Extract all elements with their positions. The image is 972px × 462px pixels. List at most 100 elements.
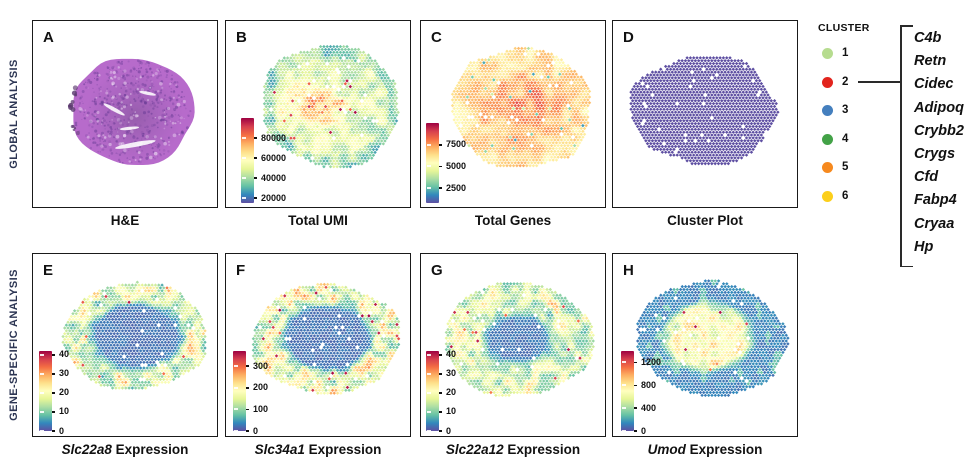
cluster-number-label: 2 — [842, 75, 849, 88]
colorbar-tick-label: 100 — [253, 403, 269, 414]
colorbar-white-tick — [427, 430, 431, 432]
panel-f-box: F 0 100 200 300 — [225, 253, 411, 437]
caption-text: Total UMI — [288, 213, 348, 228]
colorbar-tick-mark — [634, 430, 637, 432]
gene-list-bracket-bottom-tick — [900, 265, 913, 267]
colorbar-tick-mark — [439, 165, 442, 168]
colorbar-white-tick — [234, 408, 238, 411]
colorbar-white-tick — [234, 430, 238, 432]
colorbar-tick-label: 0 — [641, 425, 647, 436]
colorbar-tick-mark — [52, 430, 55, 432]
colorbar-tick-label: 60000 — [261, 152, 287, 163]
panel-letter-a: A — [43, 29, 54, 46]
gene-list-item: Cfd — [914, 169, 939, 186]
cluster-4-color-dot — [822, 133, 833, 145]
he-tissue-image-a — [33, 21, 217, 207]
colorbar-tick-label: 5000 — [446, 160, 467, 171]
panel-caption-c: Total Genes — [420, 213, 606, 228]
colorbar-b: 20000 40000 60000 80000 — [241, 118, 301, 203]
colorbar-tick-mark — [246, 387, 249, 389]
caption-text: Expression — [685, 442, 763, 457]
cluster2-gene-list: C4b Retn Cidec Adipoq Crybb2 Crygs Cfd Fabp4 Cry… — [914, 27, 964, 259]
gene-list-item: Cidec — [914, 76, 954, 93]
colorbar-white-tick — [242, 197, 246, 199]
gene-list-item: Cryaa — [914, 215, 955, 232]
cluster-number-label: 4 — [842, 132, 849, 145]
panel-caption-d: Cluster Plot — [612, 213, 798, 228]
colorbar-tick-label: 40 — [59, 349, 70, 360]
caption-text: Expression — [111, 442, 189, 457]
cluster-legend-title: CLUSTER — [818, 22, 870, 34]
row-label-global-analysis: GLOBAL ANALYSIS — [8, 59, 20, 169]
panel-letter-g: G — [431, 262, 443, 279]
colorbar-tick-label: 0 — [446, 425, 452, 436]
panel-d-box: D — [612, 20, 798, 208]
colorbar-white-tick — [40, 410, 44, 413]
tissue-dot-plot-g — [421, 254, 605, 436]
gene-list-bracket-vertical — [900, 25, 902, 267]
colorbar-tick-mark — [246, 430, 249, 432]
gene-name-label: Umod — [647, 442, 686, 457]
colorbar-tick-label: 80000 — [261, 132, 287, 143]
colorbar-white-tick — [622, 430, 626, 432]
colorbar-tick-label: 7500 — [446, 139, 467, 150]
colorbar-gradient — [241, 118, 254, 203]
tissue-dot-plot-d — [613, 21, 797, 207]
cluster-1-color-dot — [822, 48, 833, 59]
colorbar-white-tick — [234, 365, 238, 368]
panel-letter-f: F — [236, 262, 246, 279]
panel-letter-c: C — [431, 29, 442, 46]
colorbar-white-tick — [622, 384, 626, 387]
colorbar-tick-label: 20 — [59, 387, 70, 398]
colorbar-tick-mark — [246, 408, 249, 411]
colorbar-tick-label: 10 — [446, 406, 457, 417]
colorbar-tick-mark — [439, 430, 442, 432]
colorbar-white-tick — [40, 372, 44, 375]
cluster2-connector-line — [858, 81, 900, 83]
colorbar-white-tick — [427, 372, 431, 375]
colorbar-tick-mark — [634, 407, 637, 409]
colorbar-white-tick — [234, 386, 238, 389]
panel-letter-h: H — [623, 262, 634, 279]
caption-text: H&E — [110, 213, 140, 228]
colorbar-gradient — [426, 123, 439, 203]
colorbar-tick-mark — [634, 384, 637, 387]
tissue-dot-plot-c — [421, 21, 605, 207]
colorbar-white-tick — [622, 361, 626, 364]
cluster-number-label: 6 — [842, 189, 849, 202]
colorbar-tick-mark — [634, 361, 637, 364]
gene-list-item: Retn — [914, 53, 947, 70]
tissue-dot-plot-b — [226, 21, 410, 207]
colorbar-tick-mark — [439, 392, 442, 394]
colorbar-tick-mark — [246, 365, 249, 367]
colorbar-tick-mark — [254, 137, 257, 139]
colorbar-tick-label: 1200 — [641, 356, 662, 367]
cluster-5-color-dot — [822, 162, 833, 173]
colorbar-tick-label: 2500 — [446, 182, 467, 193]
caption-text: Total Genes — [474, 213, 552, 228]
cluster-6-color-dot — [822, 190, 833, 202]
colorbar-tick-mark — [439, 354, 442, 356]
tissue-dot-plot-e — [33, 254, 217, 436]
gene-list-item: C4b — [914, 30, 942, 46]
panel-letter-d: D — [623, 29, 634, 46]
colorbar-tick-label: 0 — [253, 425, 259, 436]
caption-text: Expression — [503, 442, 581, 457]
colorbar-tick-label: 800 — [641, 379, 657, 390]
colorbar-tick-mark — [52, 411, 55, 413]
colorbar-tick-label: 20000 — [261, 192, 287, 203]
gene-name-label: Slc22a12 — [445, 442, 504, 457]
colorbar-white-tick — [40, 391, 44, 394]
colorbar-white-tick — [427, 187, 431, 190]
colorbar-white-tick — [427, 165, 431, 168]
gene-name-label: Slc22a8 — [61, 442, 112, 457]
colorbar-gradient — [621, 351, 634, 431]
colorbar-tick-label: 0 — [59, 425, 65, 436]
colorbar-white-tick — [242, 137, 246, 139]
panel-caption-b: Total UMI — [225, 213, 411, 228]
colorbar-tick-label: 30 — [59, 368, 70, 379]
colorbar-white-tick — [40, 353, 44, 356]
cluster-3-color-dot — [822, 105, 833, 116]
colorbar-tick-mark — [439, 411, 442, 413]
